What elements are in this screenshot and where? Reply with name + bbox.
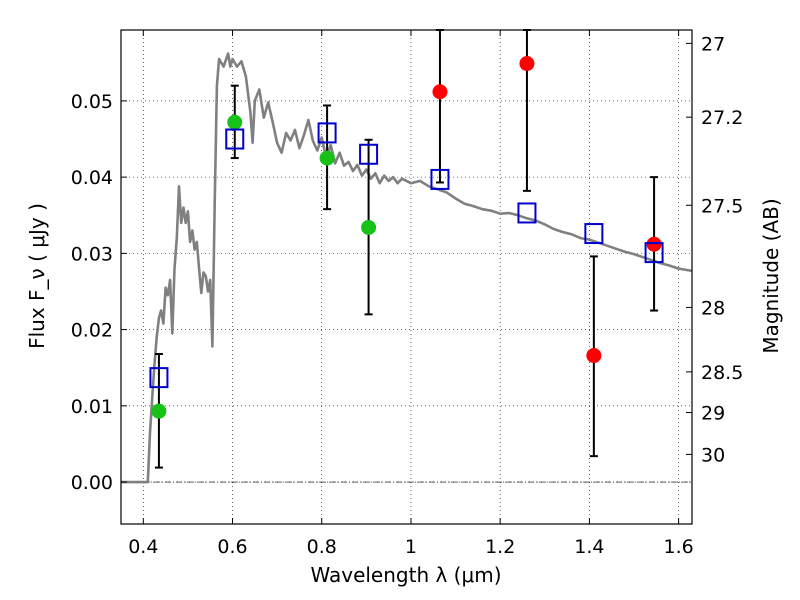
x-tick-label: 0.6 <box>217 536 247 558</box>
blue-square-point <box>644 242 664 264</box>
y-tick-label: 0.01 <box>71 396 113 418</box>
magnitude-tick-label: 29 <box>701 403 725 425</box>
x-tick-label: 0.8 <box>307 536 337 558</box>
green-point <box>227 114 243 130</box>
x-tick-label: 1.2 <box>485 536 515 558</box>
x-tick-label: 0.4 <box>128 536 158 558</box>
y-axis-label-right: Magnitude (AB) <box>759 198 783 353</box>
tick-labels: 0.4 0.6 0.8 1 1.2 1.4 1.6 0.00 0.01 0.02 0.03 0.04 0… <box>71 33 744 558</box>
blue-square-point <box>225 128 245 150</box>
blue-square-point <box>430 168 450 190</box>
x-axis-label: Wavelength λ (μm) <box>310 563 501 587</box>
magnitude-tick-label: 27.2 <box>701 107 743 129</box>
x-tick-label: 1.6 <box>664 536 694 558</box>
green-point <box>361 219 377 235</box>
magnitude-tick-label: 28 <box>701 297 725 319</box>
model-spectrum-line <box>121 52 693 484</box>
blue-square-point <box>584 223 604 245</box>
x-tick-label: 1.4 <box>574 536 604 558</box>
error-bars <box>154 29 659 469</box>
error-bar <box>435 29 444 184</box>
blue-square-point <box>149 367 169 389</box>
data-markers <box>149 56 664 419</box>
error-bar <box>522 29 531 192</box>
y-tick-label: 0.04 <box>71 167 113 189</box>
red-point <box>432 84 448 100</box>
magnitude-tick-label: 30 <box>701 444 725 466</box>
y-tick-label: 0.05 <box>71 91 113 113</box>
x-tick-label: 1 <box>405 536 417 558</box>
y-tick-label: 0.00 <box>71 472 113 494</box>
model-spectrum <box>121 52 693 484</box>
blue-square-point <box>517 202 537 224</box>
magnitude-tick-label: 27 <box>701 33 725 55</box>
blue-square-point <box>317 122 337 144</box>
y-axis-label-left: Flux F_ν ( μJy ) <box>25 203 49 349</box>
red-point <box>646 236 662 252</box>
red-point <box>519 56 535 72</box>
red-point <box>586 348 602 364</box>
green-point <box>319 150 335 166</box>
axis-ticks <box>121 30 692 524</box>
plot-frame <box>120 29 693 525</box>
axes-frame <box>120 29 693 525</box>
magnitude-tick-label: 28.5 <box>701 362 743 384</box>
y-tick-label: 0.03 <box>71 243 113 265</box>
blue-square-point <box>359 143 379 165</box>
y-tick-label: 0.02 <box>71 320 113 342</box>
green-point <box>151 403 167 419</box>
magnitude-tick-label: 27.5 <box>701 195 743 217</box>
